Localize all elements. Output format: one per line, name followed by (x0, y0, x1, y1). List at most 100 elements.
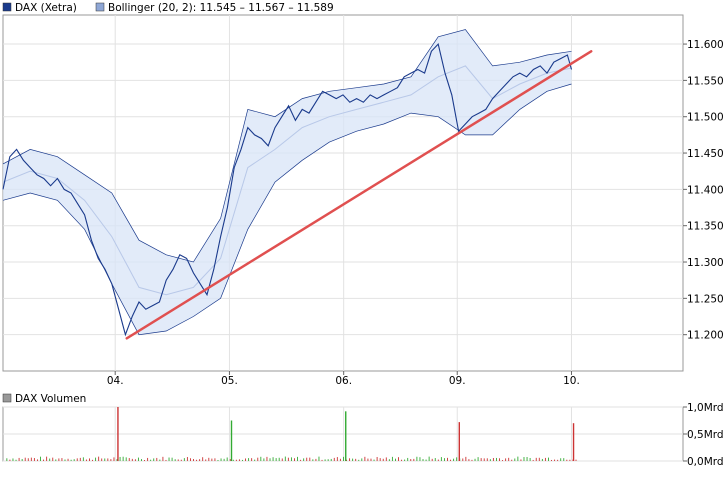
volume-bar (505, 458, 507, 461)
volume-bar (431, 458, 433, 461)
volume-bar (101, 458, 103, 461)
volume-bar (67, 458, 69, 461)
volume-spike-bar (572, 423, 575, 461)
volume-bar (122, 456, 124, 461)
volume-bar (156, 457, 158, 461)
volume-bar (141, 459, 142, 461)
volume-bar (422, 459, 424, 461)
volume-bar (544, 457, 546, 461)
volume-bar (43, 459, 45, 461)
volume-bar (33, 458, 35, 461)
volume-bar (410, 459, 412, 461)
volume-bar (202, 457, 204, 461)
volume-bar (379, 458, 381, 461)
volume-bar (52, 457, 54, 461)
volume-bar (382, 458, 384, 461)
volume-bar (186, 457, 188, 461)
volume-bar (235, 459, 237, 461)
volume-bar (27, 458, 29, 461)
volume-bar (248, 458, 250, 461)
volume-bar (113, 457, 115, 461)
volume-bar (471, 459, 473, 461)
volume-bar (183, 458, 185, 461)
volume-bar (480, 458, 482, 461)
volume-bar (85, 459, 87, 461)
volume-bar (388, 459, 390, 461)
volume-bar (324, 459, 326, 461)
legend-main-swatch (2, 2, 12, 12)
volume-spike-bar (230, 420, 233, 461)
volume-bar (511, 459, 513, 461)
volume-bar (144, 460, 145, 461)
legend-top: DAX (Xetra) Bollinger (20, 2): 11.545 – … (2, 2, 334, 14)
volume-bar (254, 459, 256, 461)
volume-bar (502, 460, 504, 461)
dax-price-line (2, 42, 573, 337)
volume-bar (37, 459, 38, 461)
volume-bar (79, 457, 81, 461)
volume-bar (275, 458, 277, 461)
volume-bar (190, 458, 191, 461)
volume-bar (110, 459, 112, 461)
volume-bar (327, 459, 329, 461)
volume-bar (349, 458, 351, 461)
volume-bar (297, 456, 298, 461)
volume-bar (92, 459, 93, 461)
volume-bar (526, 457, 528, 461)
volume-bar (260, 456, 262, 461)
volume-bar (159, 459, 161, 461)
volume-bar (278, 457, 280, 461)
volume-bar (443, 458, 445, 461)
volume-bar (119, 456, 121, 461)
volume-spike-bar (117, 407, 119, 461)
price-y-tick-label: 11.400 (687, 184, 724, 196)
volume-bar (343, 456, 344, 461)
volume-bar (58, 458, 60, 461)
price-x-tick-label: 04. (107, 375, 124, 387)
volume-y-tick-label: 0,0Mrd (687, 456, 724, 468)
price-x-tick-label: 09. (449, 375, 466, 387)
volume-bar (98, 456, 100, 461)
volume-bar (529, 457, 531, 461)
price-y-tick-label: 11.450 (687, 148, 724, 160)
volume-bar (177, 459, 179, 461)
volume-bar (447, 457, 448, 461)
price-y-axis: 11.200 11.250 11.300 11.350 11.400 11.450 11.5… (683, 39, 724, 342)
bollinger-middle-line (2, 65, 572, 296)
volume-bar (554, 459, 556, 461)
volume-bar (196, 459, 198, 461)
volume-bar (193, 459, 194, 461)
volume-bar (70, 459, 72, 461)
volume-bar (395, 458, 396, 461)
volume-bar (229, 459, 231, 461)
volume-bar (560, 458, 562, 461)
volume-bar (312, 459, 314, 461)
volume-bar (309, 457, 311, 461)
volume-bar (266, 456, 268, 461)
volume-bar (492, 457, 494, 461)
volume-bar (575, 459, 577, 461)
volume-bar (496, 457, 497, 461)
volume-bar (214, 458, 216, 461)
legend-main-label: DAX (Xetra) (15, 2, 77, 14)
price-x-tick-label: 10. (563, 375, 580, 387)
volume-bar (566, 459, 568, 461)
legend-volume: DAX Volumen (2, 393, 86, 405)
volume-bar (330, 458, 332, 461)
volume-bar (486, 458, 488, 461)
volume-bar (514, 458, 516, 461)
volume-bar (287, 457, 289, 461)
volume-bar (407, 457, 409, 461)
volume-bar (346, 459, 347, 461)
volume-bar (217, 459, 219, 461)
volume-bar (303, 458, 305, 461)
volume-bar (64, 459, 66, 461)
volume-bar (437, 459, 439, 461)
volume-bar (453, 458, 455, 461)
volume-bar (370, 458, 372, 461)
volume-bar (306, 457, 308, 461)
volume-bar (401, 459, 403, 461)
volume-bar (128, 458, 130, 461)
volume-bar (520, 459, 522, 461)
